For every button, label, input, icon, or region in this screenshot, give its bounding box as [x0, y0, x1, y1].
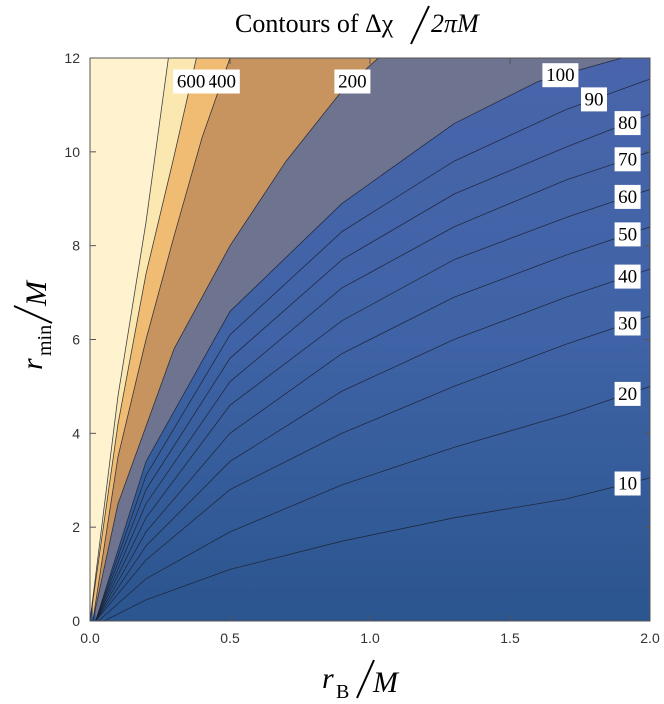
contour-label-text: 60	[618, 187, 637, 208]
contour-label-text: 10	[618, 474, 637, 495]
contour-line-60	[95, 189, 650, 621]
contour-label-100: 100	[542, 63, 579, 88]
contour-line-80	[95, 113, 650, 621]
contour-label-80: 80	[614, 111, 641, 136]
svg-text:Contours of Δχ: Contours of Δχ	[235, 9, 394, 38]
x-tick-label: 2.0	[640, 630, 660, 646]
contour-label-text: 40	[618, 267, 637, 288]
x-label-slash	[356, 659, 375, 699]
contour-line-800	[90, 58, 169, 621]
contour-label-90: 90	[581, 87, 607, 112]
y-tick-label: 12	[64, 50, 80, 66]
contour-line-20	[98, 386, 650, 621]
contour-label-text: 50	[618, 224, 637, 245]
contour-line-30	[95, 315, 650, 621]
x-tick-label: 1.0	[360, 630, 380, 646]
title-prefix: Contours of	[235, 9, 365, 38]
y-label-subscript: min	[34, 325, 56, 356]
contour-fill-regions	[90, 58, 650, 621]
x-tick-label: 0.0	[80, 630, 100, 646]
y-axis-ticks: 0 2 4 6 8 10 12	[64, 50, 650, 629]
contour-lines	[90, 58, 650, 621]
x-label-subscript: B	[336, 681, 349, 703]
y-label-denominator: M	[20, 279, 53, 307]
contour-label-text: 30	[618, 314, 637, 335]
contour-line-90	[95, 78, 650, 621]
title-fraction-slash	[410, 5, 430, 45]
contour-label-50: 50	[614, 222, 641, 247]
y-tick-label: 6	[72, 332, 80, 348]
title-denominator: 2πM	[431, 9, 480, 38]
contour-label-text: 100	[546, 65, 575, 86]
contour-label-40: 40	[614, 264, 641, 289]
x-label-denominator: M	[372, 666, 400, 699]
x-label-symbol: r	[322, 662, 334, 695]
y-tick-label: 8	[72, 238, 80, 254]
contour-label-60: 60	[614, 184, 641, 209]
y-tick-label: 4	[72, 425, 80, 441]
y-label-slash	[13, 305, 53, 324]
contour-label-text: 400	[208, 72, 237, 93]
chart-title: Contours of Δχ 2πM	[235, 5, 480, 45]
contour-line-10	[103, 477, 650, 621]
contour-line-100	[95, 58, 623, 621]
x-axis-label: r B M	[322, 659, 400, 703]
y-label-symbol: r	[16, 358, 49, 370]
contour-label-600: 600	[173, 69, 210, 94]
contour-label-text: 90	[585, 89, 604, 110]
x-tick-label: 1.5	[500, 630, 520, 646]
title-numerator: Δχ	[365, 9, 394, 38]
x-tick-label: 0.5	[220, 630, 240, 646]
contour-label-text: 200	[338, 72, 367, 93]
contour-label-text: 20	[618, 384, 637, 405]
contour-line-40	[95, 268, 650, 621]
y-axis-label: r min M	[13, 279, 56, 370]
x-axis-ticks: 0.0 0.5 1.0 1.5 2.0	[80, 58, 660, 646]
y-tick-label: 2	[72, 519, 80, 535]
contour-label-text: 70	[618, 149, 637, 170]
contour-label-text: 600	[177, 72, 206, 93]
contour-line-600	[90, 58, 197, 621]
contour-label-30: 30	[614, 311, 641, 336]
contour-label-70: 70	[614, 147, 641, 172]
contour-label-200: 200	[334, 69, 371, 94]
contour-line-400	[92, 58, 231, 621]
contour-label-text: 80	[618, 113, 637, 134]
contour-label-20: 20	[614, 381, 641, 406]
contour-line-70	[95, 151, 650, 621]
contour-line-50	[95, 226, 650, 621]
contour-label-10: 10	[614, 471, 641, 496]
contour-label-400: 400	[203, 69, 240, 94]
y-tick-label: 0	[72, 613, 80, 629]
y-tick-label: 10	[64, 144, 80, 160]
